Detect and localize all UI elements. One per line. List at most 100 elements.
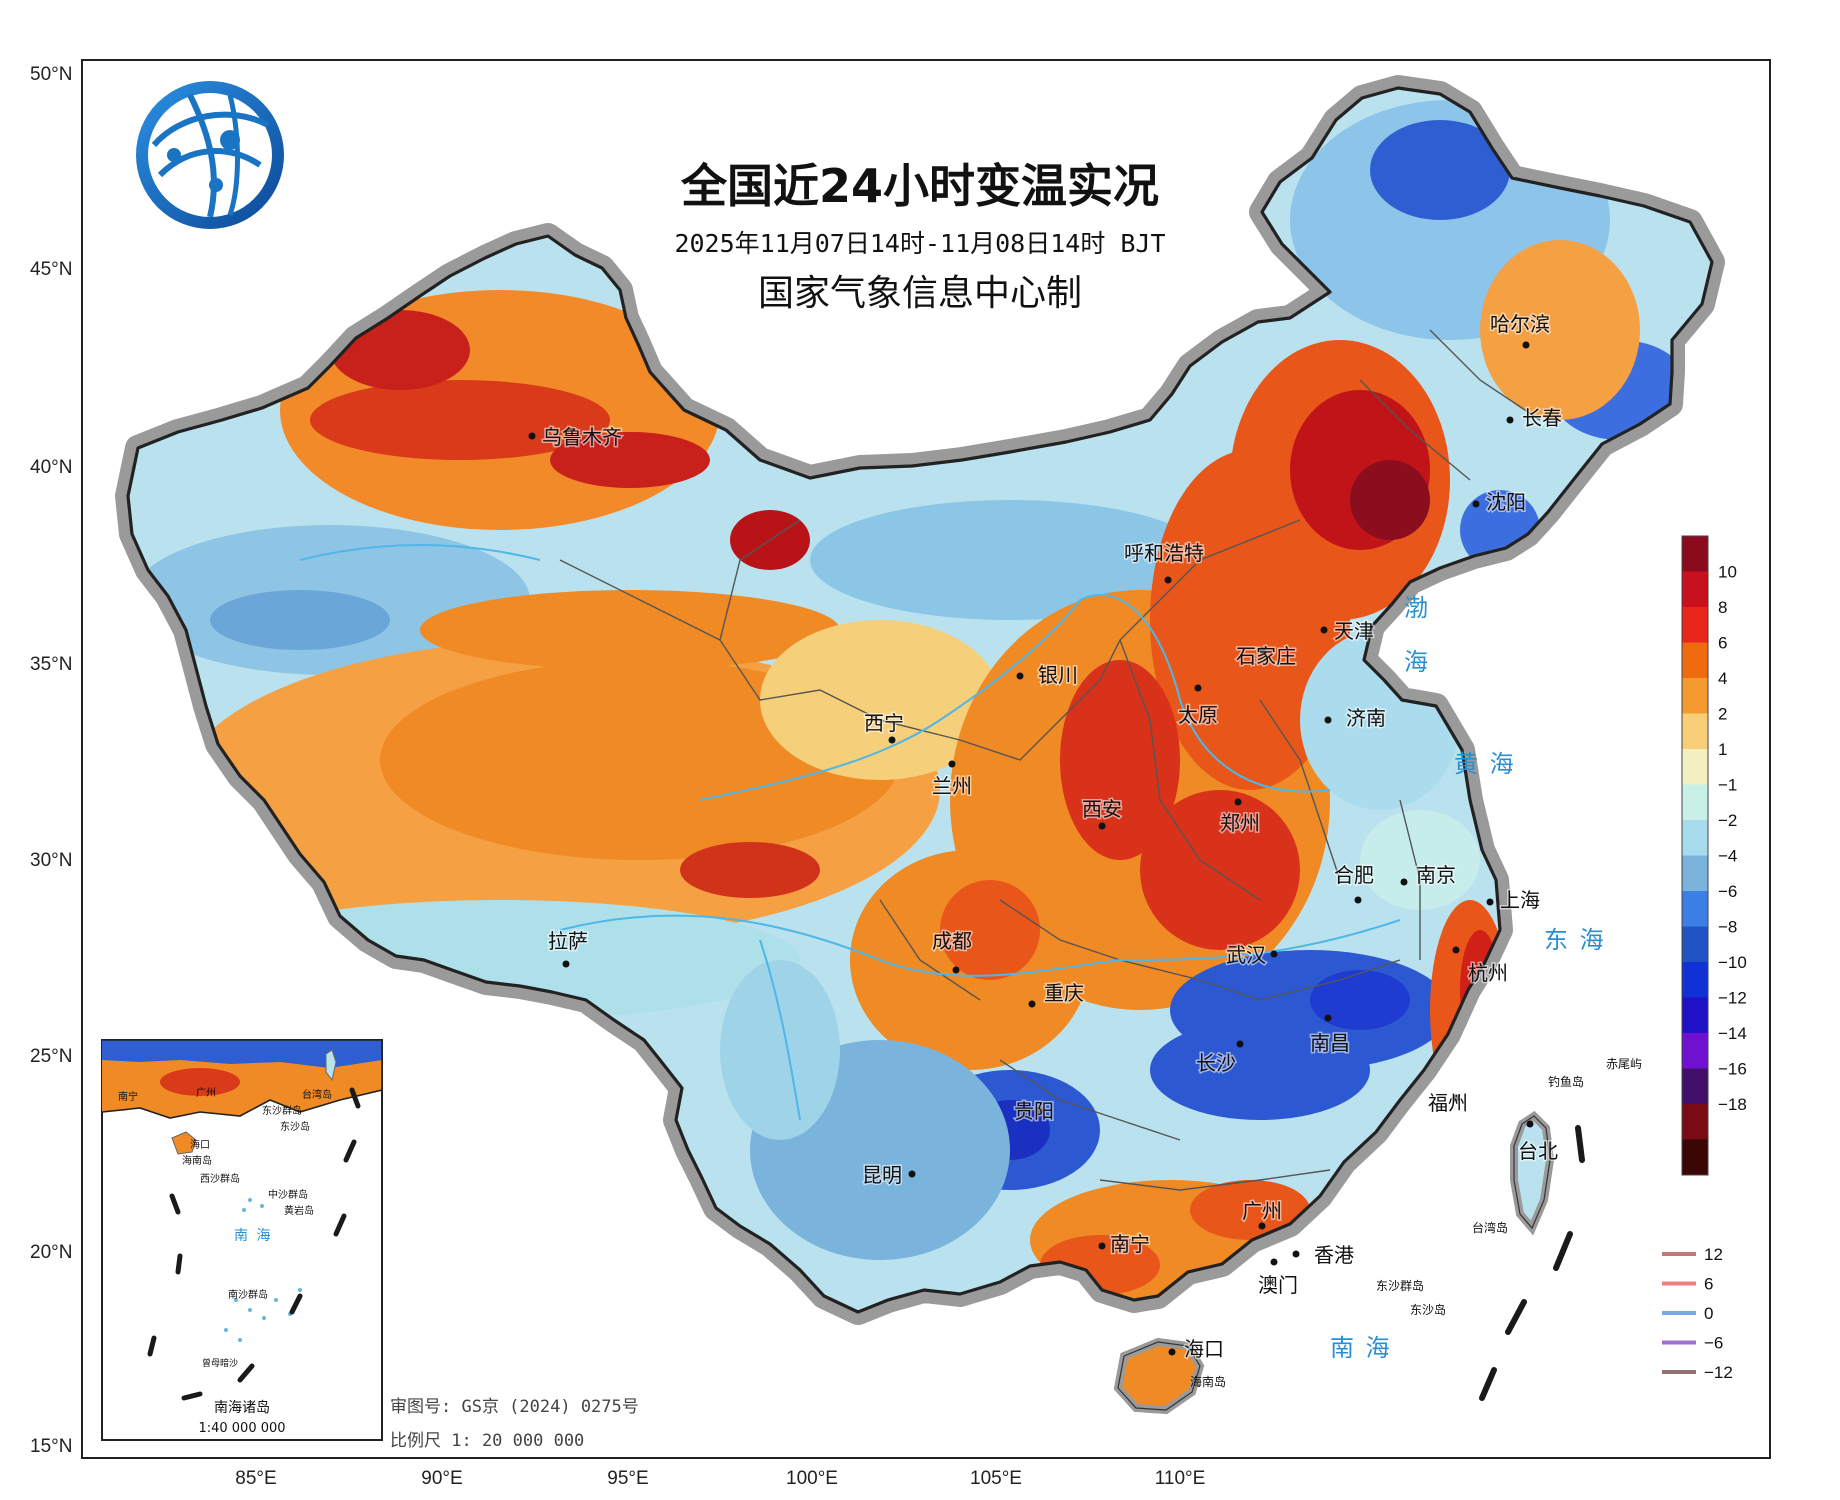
svg-text:西宁: 西宁	[864, 711, 904, 735]
city-marker: 上海	[1486, 887, 1542, 914]
city-marker: 香港	[1292, 1242, 1356, 1269]
colorbar-tick-label: 6	[1718, 634, 1727, 653]
isoline-label: −6	[1704, 1334, 1723, 1353]
city-marker: 成都	[931, 928, 974, 974]
colorbar-tick-label: −16	[1718, 1060, 1747, 1079]
inset-label: 西沙群岛	[200, 1172, 240, 1185]
city-marker: 杭州	[1452, 946, 1510, 987]
colorbar-tick-label: 2	[1718, 705, 1727, 724]
city-marker: 南宁	[1098, 1231, 1152, 1258]
svg-text:银川: 银川	[1038, 663, 1078, 687]
isoline-label: 12	[1704, 1245, 1723, 1264]
colorbar-tick-label: −6	[1718, 882, 1737, 901]
lat-label: 30°N	[30, 850, 72, 871]
inset-label: 南沙群岛	[228, 1288, 268, 1301]
svg-text:澳门: 澳门	[1258, 1273, 1298, 1297]
colorbar-swatch	[1682, 855, 1708, 892]
colorbar-swatch	[1682, 678, 1708, 714]
colorbar-tick-label: −2	[1718, 811, 1737, 830]
city-marker: 拉萨	[547, 928, 590, 968]
map-title: 全国近24小时变温实况	[680, 159, 1159, 213]
lat-label: 50°N	[30, 64, 72, 85]
lat-label: 40°N	[30, 457, 72, 478]
svg-text:广州: 广州	[1242, 1199, 1282, 1223]
colorbar-tick-label: −8	[1718, 918, 1737, 937]
city-marker: 昆明	[861, 1162, 916, 1189]
city-marker: 重庆	[1028, 980, 1086, 1008]
colorbar-swatch	[1682, 891, 1708, 927]
colorbar-tick-label: −12	[1718, 989, 1747, 1008]
map-maker: 国家气象信息中心制	[758, 273, 1082, 314]
place-label: 赤尾屿	[1606, 1057, 1642, 1071]
city-marker: 沈阳	[1472, 489, 1528, 516]
inset-label: 海口	[190, 1138, 210, 1151]
sea-labels: 渤 海 黄 海 东 海 南 海	[1330, 594, 1604, 1362]
inset-label: 东沙群岛	[262, 1104, 302, 1117]
colorbar-swatch	[1682, 1033, 1708, 1069]
colorbar-swatch	[1682, 962, 1708, 998]
city-marker: 澳门	[1257, 1258, 1300, 1299]
colorbar-tick-label: 1	[1718, 740, 1727, 759]
city-marker: 海口	[1168, 1336, 1226, 1363]
svg-text:上海: 上海	[1500, 888, 1540, 912]
svg-text:南宁: 南宁	[1110, 1232, 1150, 1256]
longitude-labels: 85°E 90°E 95°E 100°E 105°E 110°E	[235, 1468, 1205, 1489]
inset-label: 中沙群岛	[268, 1188, 308, 1201]
inset-scale: 1:40 000 000	[198, 1421, 285, 1436]
map-subtitle: 2025年11月07日14时-11月08日14时 BJT	[674, 229, 1165, 258]
place-label: 钓鱼岛	[1548, 1074, 1584, 1089]
city-marker: 台北	[1517, 1120, 1560, 1165]
city-marker: 西宁	[863, 710, 906, 744]
city-marker: 济南	[1324, 705, 1388, 732]
colorbar-swatch	[1682, 536, 1708, 572]
svg-text:台北: 台北	[1518, 1139, 1558, 1163]
inset-label: 黄岩岛	[284, 1204, 314, 1217]
city-marker: 太原	[1177, 684, 1220, 729]
inset-label: 广州	[196, 1087, 216, 1099]
cma-logo	[136, 81, 284, 229]
color-bar-legend: 10 8 6 4 2 1 −1 −2 −4 −6 −8 −10 −12 −14 −16 −18	[1681, 535, 1747, 1176]
colorbar-swatch	[1682, 607, 1708, 643]
svg-text:济南: 济南	[1346, 706, 1386, 730]
lon-label: 95°E	[607, 1468, 648, 1489]
inset-label: 曾母暗沙	[202, 1357, 238, 1369]
isoline-label: −12	[1704, 1363, 1733, 1382]
city-marker: 郑州	[1219, 798, 1262, 837]
colorbar-tick-label: 8	[1718, 598, 1727, 617]
colorbar-swatch	[1682, 1068, 1708, 1105]
island-labels: 海南岛 台湾岛 东沙群岛 东沙岛 钓鱼岛 赤尾屿	[1190, 1057, 1642, 1389]
svg-text:杭州: 杭州	[1468, 961, 1508, 985]
colorbar-tick-label: −4	[1718, 847, 1737, 866]
svg-text:沈阳: 沈阳	[1486, 490, 1526, 514]
city-marker: 兰州	[931, 760, 974, 800]
city-marker: 石家庄	[1235, 643, 1298, 670]
sea-label: 南 海	[1330, 1334, 1392, 1362]
city-marker: 贵阳	[1013, 1098, 1056, 1125]
city-marker: 西安	[1081, 796, 1124, 830]
inset-label: 南 海	[234, 1228, 272, 1244]
svg-text:海口: 海口	[1184, 1337, 1224, 1361]
colorbar-swatch	[1682, 1104, 1708, 1140]
city-marker: 呼和浩特	[1123, 540, 1206, 584]
colorbar-swatch	[1682, 642, 1708, 679]
city-markers: 哈尔滨 长春 沈阳 乌鲁木齐 呼和浩特 天津 石家庄 银川 太原 济南 西宁 兰…	[528, 311, 1564, 1363]
colorbar-tick-label: −14	[1718, 1024, 1747, 1043]
province-boundaries	[559, 329, 1541, 1191]
lat-label: 35°N	[30, 654, 72, 675]
colorbar-swatch	[1682, 997, 1708, 1034]
svg-text:南昌: 南昌	[1310, 1031, 1350, 1055]
city-marker: 长沙	[1195, 1040, 1244, 1077]
place-label: 东沙岛	[1410, 1302, 1446, 1317]
svg-text:长沙: 长沙	[1196, 1051, 1236, 1075]
inset-label: 海南岛	[182, 1154, 212, 1167]
review-number: 审图号: GS京 (2024) 0275号	[390, 1397, 639, 1417]
scale-bar-text: 比例尺 1: 20 000 000	[390, 1431, 584, 1451]
svg-text:贵阳: 贵阳	[1014, 1099, 1054, 1123]
inset-label: 东沙岛	[280, 1120, 310, 1133]
lat-label: 45°N	[30, 259, 72, 280]
lon-label: 105°E	[970, 1468, 1022, 1489]
svg-text:兰州: 兰州	[932, 774, 972, 798]
lat-label: 25°N	[30, 1046, 72, 1067]
svg-text:呼和浩特: 呼和浩特	[1124, 541, 1204, 565]
